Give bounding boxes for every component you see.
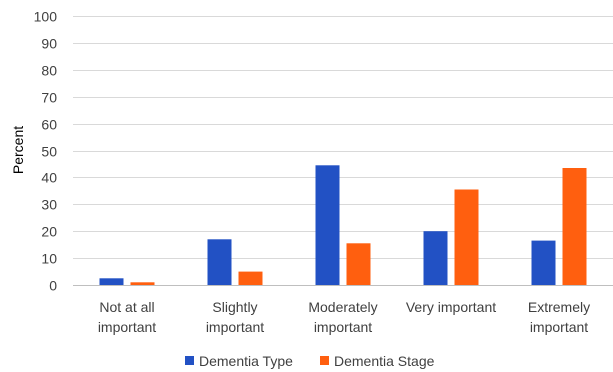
bar-dementia-stage (238, 271, 263, 285)
x-category-label: Very important (406, 299, 496, 315)
y-tick-label: 20 (41, 224, 57, 240)
bar-dementia-type (423, 231, 448, 285)
y-tick-label: 60 (41, 117, 57, 133)
x-category-label: Extremely important (528, 299, 590, 335)
bar-dementia-type (531, 240, 556, 285)
y-tick-label: 70 (41, 90, 57, 106)
legend-label: Dementia Type (199, 353, 293, 369)
y-tick-label: 0 (49, 278, 57, 294)
y-tick-label: 100 (34, 9, 58, 25)
x-category-label: Moderately important (308, 299, 377, 335)
legend-swatch-dementia-stage (320, 356, 329, 365)
bar-dementia-stage (346, 243, 371, 285)
y-tick-label: 90 (41, 36, 57, 52)
y-tick-label: 80 (41, 63, 57, 79)
bar-dementia-type (99, 278, 124, 285)
x-category-label: Slightly important (206, 299, 264, 335)
x-category-labels: Not at all important Slightly important Mode… (98, 299, 590, 335)
bar-dementia-stage (562, 168, 587, 285)
legend-swatch-dementia-type (185, 356, 194, 365)
bars (99, 165, 587, 285)
bar-dementia-type (207, 239, 232, 285)
y-axis-title: Percent (10, 126, 26, 174)
y-tick-label: 30 (41, 197, 57, 213)
bar-dementia-type (315, 165, 340, 285)
y-tick-label: 10 (41, 251, 57, 267)
x-category-label: Not at all important (98, 299, 156, 335)
y-tick-label: 40 (41, 170, 57, 186)
bar-dementia-stage (454, 189, 479, 285)
gridlines (73, 16, 613, 286)
bar-dementia-stage (130, 282, 155, 285)
y-tick-labels: 0 10 20 30 40 50 60 70 80 90 100 (34, 9, 58, 294)
legend-label: Dementia Stage (334, 353, 435, 369)
y-tick-label: 50 (41, 144, 57, 160)
legend: Dementia Type Dementia Stage (185, 353, 435, 369)
